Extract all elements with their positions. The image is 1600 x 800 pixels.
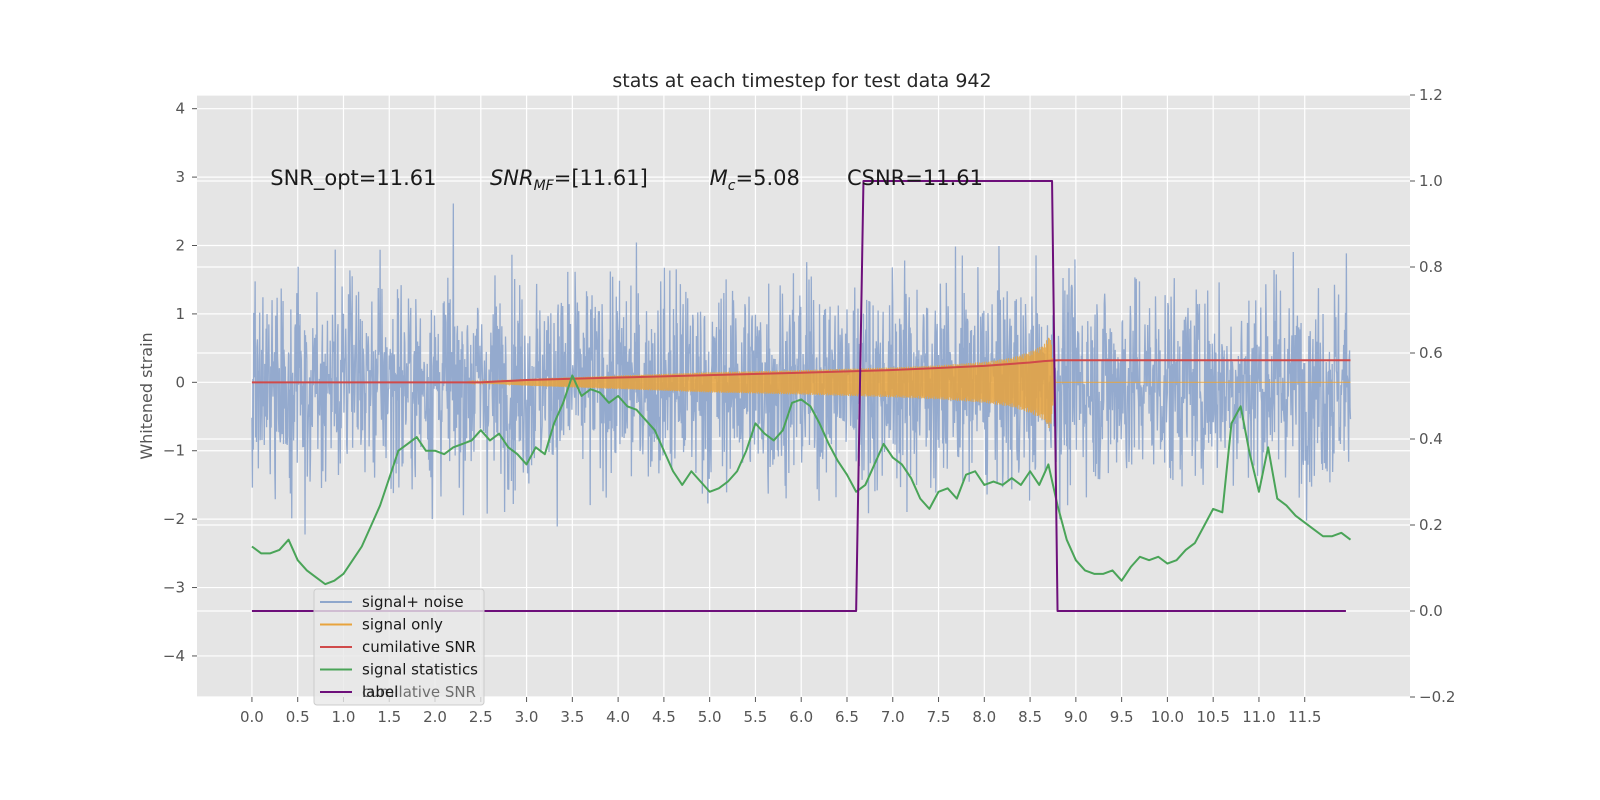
series-signal-noise	[251, 203, 1352, 535]
x-tick-label: 9.0	[1064, 708, 1088, 726]
x-tick-label: 9.5	[1110, 708, 1134, 726]
x-tick-label: 5.0	[698, 708, 722, 726]
x-tick-label: 7.0	[881, 708, 905, 726]
y2-tick-label: 0.4	[1419, 430, 1443, 448]
series-label	[251, 180, 1346, 612]
x-tick-label: 4.0	[606, 708, 630, 726]
y-tick-label: −2	[163, 510, 185, 528]
annotation-text: CSNR=11.61	[847, 166, 983, 190]
y2-tick-label: 0.0	[1419, 602, 1443, 620]
legend-label: label	[362, 683, 398, 701]
series-cumulative-snr	[251, 359, 1351, 384]
y2-tick-label: 1.2	[1419, 86, 1443, 104]
chart-title: stats at each timestep for test data 942	[612, 70, 991, 92]
series-signal-statistics	[251, 374, 1352, 586]
annotation-text: SNR_opt=11.61	[270, 166, 436, 191]
x-tick-label: 4.5	[652, 708, 676, 726]
x-tick-label: 2.0	[423, 708, 447, 726]
y-tick-label: 0	[175, 373, 185, 391]
y2-tick-label: 0.6	[1419, 344, 1443, 362]
x-tick-label: 6.5	[835, 708, 859, 726]
x-tick-label: 3.0	[515, 708, 539, 726]
legend: cumilative SNR signal+ noise signal only cu…	[313, 588, 485, 706]
y-tick-label: 3	[175, 168, 185, 186]
axis-ticks: 0.0 0.5 1.0 1.5 2.0 2.5 3.0 3.5 4.0 4.5 5.0 5.5 6.0 6…	[163, 86, 1456, 726]
x-tick-label: 11.0	[1242, 708, 1275, 726]
x-tick-label: 2.5	[469, 708, 493, 726]
legend-label: signal+ noise	[362, 593, 464, 611]
y2-tick-label: −0.2	[1419, 688, 1455, 706]
legend-overlap-text: cumilative SNR	[362, 683, 476, 701]
x-tick-label: 11.5	[1288, 708, 1321, 726]
y-tick-label: 4	[175, 100, 185, 118]
x-tick-label: 1.5	[377, 708, 401, 726]
x-tick-label: 8.5	[1018, 708, 1042, 726]
x-tick-label: 7.5	[927, 708, 951, 726]
x-tick-label: 5.5	[744, 708, 768, 726]
y2-tick-label: 0.2	[1419, 516, 1443, 534]
annotations: SNR_opt=11.61 SNRMF=[11.61] Mc=5.08 CSNR=11…	[270, 166, 983, 194]
x-tick-label: 10.5	[1196, 708, 1229, 726]
y-tick-label: −4	[163, 647, 185, 665]
x-tick-label: 0.5	[286, 708, 310, 726]
x-tick-label: 3.5	[560, 708, 584, 726]
y-tick-label: 2	[175, 237, 185, 255]
y-axis-label: Whitened strain	[137, 332, 156, 459]
y2-tick-label: 1.0	[1419, 172, 1443, 190]
x-tick-label: 6.0	[789, 708, 813, 726]
series-layer	[251, 180, 1352, 612]
legend-label: cumilative SNR	[362, 638, 476, 656]
legend-label: signal statistics	[362, 661, 478, 679]
annotation-text: Mc=5.08	[710, 166, 800, 194]
y-tick-label: −3	[163, 579, 185, 597]
annotation-text: SNRMF=[11.61]	[490, 166, 648, 194]
legend-box	[313, 588, 485, 706]
x-tick-label: 10.0	[1151, 708, 1184, 726]
legend-label: signal only	[362, 616, 443, 634]
x-tick-label: 1.0	[332, 708, 356, 726]
y-tick-label: 1	[175, 305, 185, 323]
y2-tick-label: 0.8	[1419, 258, 1443, 276]
x-tick-label: 0.0	[240, 708, 264, 726]
y-tick-label: −1	[163, 442, 185, 460]
x-tick-label: 8.0	[972, 708, 996, 726]
